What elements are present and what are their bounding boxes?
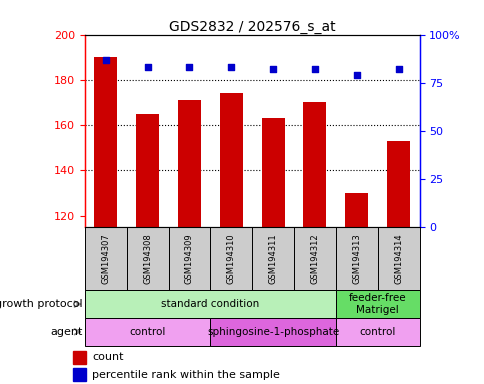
Point <box>185 64 193 70</box>
Text: GSM194308: GSM194308 <box>143 233 152 284</box>
Point <box>269 66 276 72</box>
Point <box>394 66 402 72</box>
Bar <box>73 351 86 364</box>
Bar <box>377 227 419 290</box>
Text: GSM194313: GSM194313 <box>351 233 361 284</box>
Text: control: control <box>129 327 166 337</box>
Text: GSM194309: GSM194309 <box>184 233 194 284</box>
Bar <box>335 290 419 318</box>
Bar <box>178 100 200 227</box>
Text: sphingosine-1-phosphate: sphingosine-1-phosphate <box>207 327 338 337</box>
Point <box>352 72 360 78</box>
Bar <box>335 227 377 290</box>
Bar <box>252 227 293 290</box>
Bar <box>210 318 335 346</box>
Bar <box>386 141 409 227</box>
Text: standard condition: standard condition <box>161 299 259 309</box>
Bar <box>85 227 126 290</box>
Point <box>102 56 109 63</box>
Bar <box>94 57 117 227</box>
Bar <box>136 114 159 227</box>
Point <box>143 64 151 70</box>
Bar <box>210 227 252 290</box>
Title: GDS2832 / 202576_s_at: GDS2832 / 202576_s_at <box>168 20 335 33</box>
Text: GSM194314: GSM194314 <box>393 233 402 284</box>
Bar <box>168 227 210 290</box>
Bar <box>293 227 335 290</box>
Text: percentile rank within the sample: percentile rank within the sample <box>92 369 279 379</box>
Bar <box>345 193 367 227</box>
Text: growth protocol: growth protocol <box>0 299 82 309</box>
Text: GSM194310: GSM194310 <box>227 233 235 284</box>
Bar <box>126 227 168 290</box>
Text: GSM194307: GSM194307 <box>101 233 110 284</box>
Text: GSM194312: GSM194312 <box>310 233 319 284</box>
Point <box>310 66 318 72</box>
Point <box>227 64 235 70</box>
Text: control: control <box>359 327 395 337</box>
Bar <box>219 93 242 227</box>
Text: feeder-free
Matrigel: feeder-free Matrigel <box>348 293 406 315</box>
Text: agent: agent <box>50 327 82 337</box>
Bar <box>335 318 419 346</box>
Bar <box>85 290 335 318</box>
Text: GSM194311: GSM194311 <box>268 233 277 284</box>
Bar <box>261 118 284 227</box>
Text: count: count <box>92 353 123 362</box>
Bar <box>85 318 210 346</box>
Bar <box>73 368 86 381</box>
Bar <box>303 103 326 227</box>
